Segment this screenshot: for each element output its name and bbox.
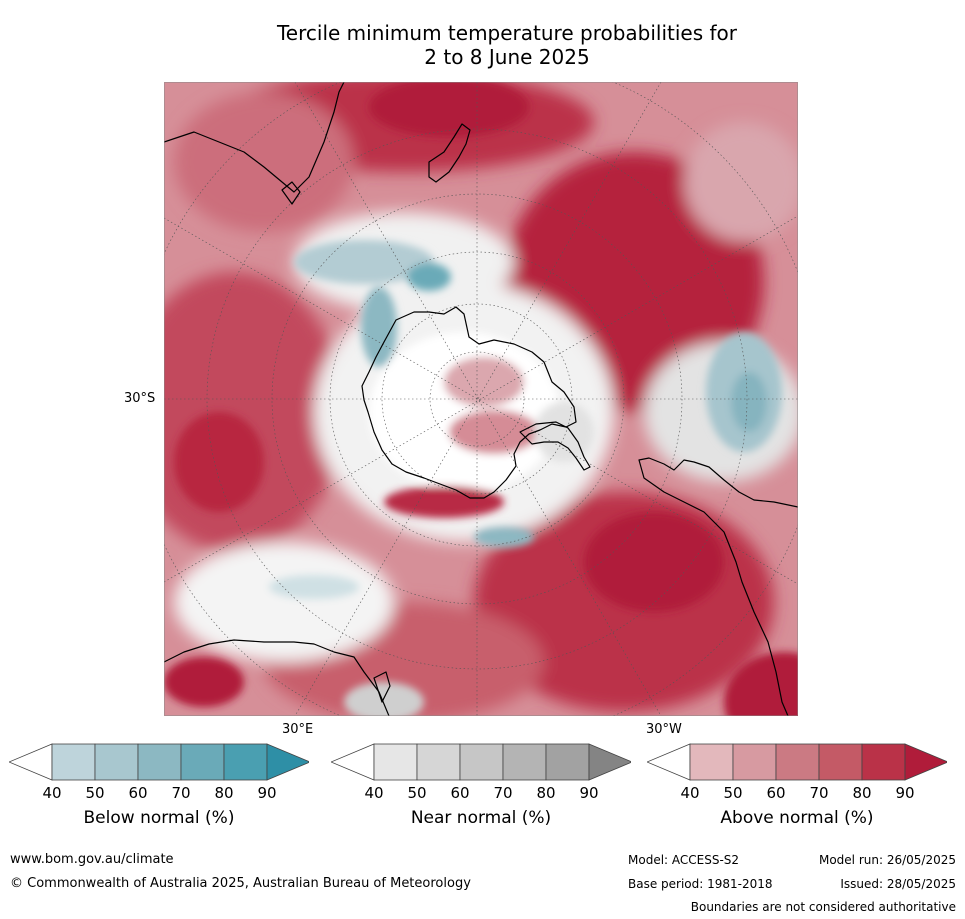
latitude-label: 30°S xyxy=(124,391,156,406)
anomaly-region xyxy=(164,657,244,707)
legend-tick: 40 xyxy=(680,784,700,802)
anomaly-region xyxy=(294,240,434,284)
anomaly-region xyxy=(724,652,798,716)
anomaly-region xyxy=(361,287,397,367)
legend-label: Above normal (%) xyxy=(720,808,874,828)
colorbar-segment xyxy=(137,743,182,781)
antarctica-coast xyxy=(361,306,577,499)
legend-tick: 50 xyxy=(723,784,743,802)
colorbar-extend-low xyxy=(331,743,375,781)
australia-coast xyxy=(164,82,345,193)
legend-tick: 80 xyxy=(214,784,234,802)
anomaly-region xyxy=(174,542,394,662)
antarctic-peninsula-coast xyxy=(519,421,591,471)
coastlines xyxy=(164,82,798,716)
longitude-label-west: 30°W xyxy=(646,722,682,737)
anomaly-region xyxy=(449,410,539,454)
issued-date: Issued: 28/05/2025 xyxy=(840,877,956,891)
colorbar-extend-high xyxy=(266,743,309,781)
colorbar-near-normal xyxy=(331,743,631,781)
colorbar-extend-high xyxy=(904,743,947,781)
anomaly-region xyxy=(384,486,504,518)
new-zealand-coast xyxy=(428,123,471,183)
anomaly-region xyxy=(684,122,798,242)
madagascar-coast xyxy=(373,671,391,703)
africa-coast xyxy=(164,639,390,716)
south-america-coast xyxy=(638,457,798,716)
probability-map xyxy=(164,82,798,716)
colorbar-extend-low xyxy=(647,743,691,781)
legend-below-normal: 40 50 60 70 80 90 Below normal (%) xyxy=(9,742,309,842)
colorbar-segment xyxy=(818,743,863,781)
model-name: Model: ACCESS-S2 xyxy=(628,853,740,867)
colorbar-above-normal xyxy=(647,743,947,781)
colorbar-segment xyxy=(94,743,139,781)
colorbar-extend-high xyxy=(588,743,631,781)
anomaly-region xyxy=(269,575,359,599)
legend-tick: 50 xyxy=(407,784,427,802)
colorbar-segment xyxy=(732,743,777,781)
colorbar-segment xyxy=(51,743,96,781)
colorbar-segment xyxy=(545,743,590,781)
colorbar-segment xyxy=(861,743,906,781)
disclaimer: Boundaries are not considered authoritat… xyxy=(690,900,956,914)
legend-tick: 60 xyxy=(766,784,786,802)
anomaly-region xyxy=(474,527,534,547)
legend-tick: 90 xyxy=(895,784,915,802)
legend-tick: 70 xyxy=(171,784,191,802)
anomaly-region xyxy=(369,82,529,137)
colorbar-segment xyxy=(416,743,461,781)
legend-label: Below normal (%) xyxy=(83,808,235,828)
colorbar-segment xyxy=(373,743,418,781)
tasmania-coast xyxy=(281,181,301,205)
legend-tick: 90 xyxy=(257,784,277,802)
colorbar-segment xyxy=(689,743,734,781)
legend-tick: 60 xyxy=(128,784,148,802)
model-run-date: Model run: 26/05/2025 xyxy=(818,853,956,867)
anomaly-region xyxy=(731,372,767,432)
colorbar-extend-low xyxy=(9,743,53,781)
title-line-2: 2 to 8 June 2025 xyxy=(424,45,590,69)
base-period: Base period: 1981-2018 xyxy=(628,877,773,891)
colorbar-below-normal xyxy=(9,743,309,781)
legend-tick: 90 xyxy=(579,784,599,802)
anomaly-region xyxy=(369,332,559,492)
colorbar-segment xyxy=(459,743,504,781)
legend-tick: 40 xyxy=(42,784,62,802)
anomaly-region xyxy=(407,263,451,291)
anomaly-region xyxy=(534,402,594,462)
copyright-text: © Commonwealth of Australia 2025, Austra… xyxy=(10,876,471,891)
legend-tick: 70 xyxy=(809,784,829,802)
legend-tick: 50 xyxy=(85,784,105,802)
legend-tick: 80 xyxy=(536,784,556,802)
title-line-1: Tercile minimum temperature probabilitie… xyxy=(276,21,738,45)
anomaly-region xyxy=(174,412,264,512)
map-title: Tercile minimum temperature probabilitie… xyxy=(0,21,965,69)
graticule xyxy=(164,82,798,716)
anomaly-region xyxy=(174,92,354,232)
longitude-label-east: 30°E xyxy=(282,722,314,737)
colorbar-segment xyxy=(180,743,225,781)
colorbar-segment xyxy=(775,743,820,781)
anomaly-region xyxy=(444,357,524,407)
colorbar-segment xyxy=(223,743,268,781)
legend-tick: 40 xyxy=(364,784,384,802)
legend-near-normal: 40 50 60 70 80 90 Near normal (%) xyxy=(331,742,631,842)
anomaly-region xyxy=(584,512,724,612)
website-link[interactable]: www.bom.gov.au/climate xyxy=(10,852,174,867)
colorbar-segment xyxy=(502,743,547,781)
legend-above-normal: 40 50 60 70 80 90 Above normal (%) xyxy=(647,742,947,842)
legend-tick: 70 xyxy=(493,784,513,802)
legend-label: Near normal (%) xyxy=(410,808,552,828)
legend-tick: 80 xyxy=(852,784,872,802)
legend-tick: 60 xyxy=(450,784,470,802)
